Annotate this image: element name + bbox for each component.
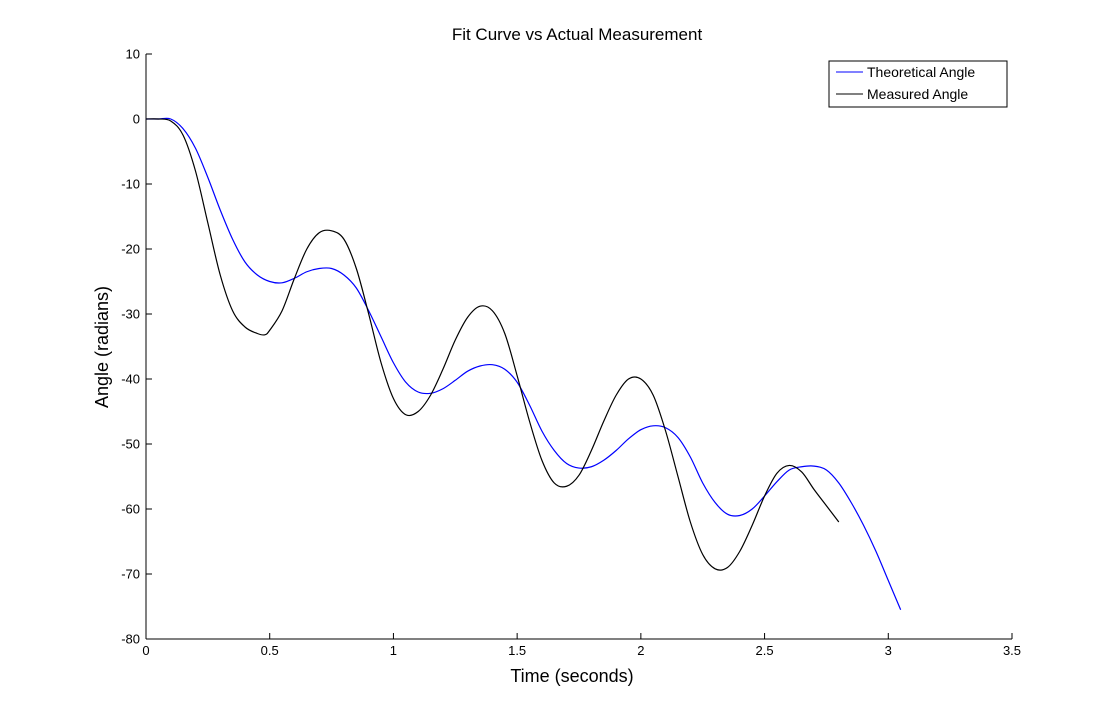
theoretical-angle-line bbox=[145, 117, 902, 610]
legend-label-theoretical: Theoretical Angle bbox=[867, 64, 975, 80]
y-tick-label: 10 bbox=[126, 47, 140, 62]
y-tick-label: 0 bbox=[133, 112, 140, 127]
x-tick-label: 3 bbox=[885, 643, 892, 658]
legend: Theoretical Angle Measured Angle bbox=[828, 60, 1008, 108]
x-tick-label: 2 bbox=[637, 643, 644, 658]
x-tick-label: 0.5 bbox=[261, 643, 279, 658]
x-axis-label: Time (seconds) bbox=[510, 666, 633, 686]
y-tick-label: -40 bbox=[121, 372, 140, 387]
x-axis-ticks: 0 0.5 1 1.5 2 2.5 3 3.5 bbox=[142, 633, 1021, 658]
y-axis-ticks: 10 0 -10 -20 -30 -40 -50 -60 -70 -80 bbox=[121, 47, 152, 647]
y-axis-label: Angle (radians) bbox=[92, 286, 112, 408]
y-tick-label: -30 bbox=[121, 307, 140, 322]
chart-title: Fit Curve vs Actual Measurement bbox=[452, 25, 703, 44]
y-tick-label: -70 bbox=[121, 567, 140, 582]
x-tick-label: 3.5 bbox=[1003, 643, 1021, 658]
y-tick-label: -10 bbox=[121, 177, 140, 192]
legend-box bbox=[828, 60, 1008, 108]
measured-angle-line bbox=[145, 118, 840, 571]
y-tick-label: -50 bbox=[121, 437, 140, 452]
legend-label-measured: Measured Angle bbox=[867, 86, 968, 102]
x-tick-label: 0 bbox=[142, 643, 149, 658]
plot-axes bbox=[145, 54, 1012, 640]
x-tick-label: 1.5 bbox=[508, 643, 526, 658]
y-tick-label: -80 bbox=[121, 632, 140, 647]
y-tick-label: -20 bbox=[121, 242, 140, 257]
y-tick-label: -60 bbox=[121, 502, 140, 517]
series-layer bbox=[145, 117, 902, 610]
x-tick-label: 1 bbox=[390, 643, 397, 658]
x-tick-label: 2.5 bbox=[756, 643, 774, 658]
